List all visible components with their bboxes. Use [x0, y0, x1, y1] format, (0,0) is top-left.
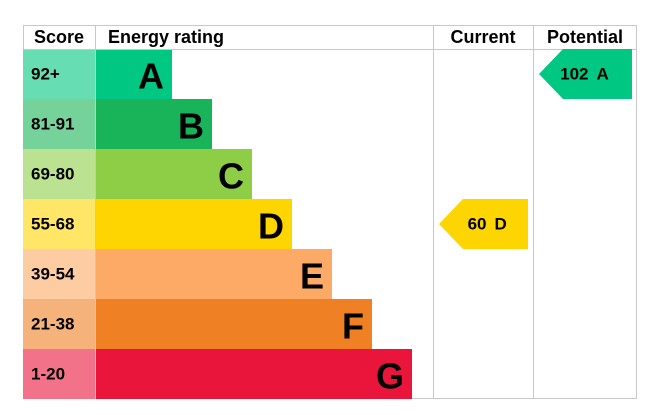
band-letter: C — [218, 156, 244, 197]
potential-arrow — [539, 49, 632, 99]
band-letter: A — [138, 56, 164, 97]
band-bar — [95, 349, 412, 399]
band-bar — [95, 149, 252, 199]
header: Potential — [547, 27, 623, 47]
score-label: 39-54 — [31, 265, 75, 284]
score-cell — [23, 149, 95, 199]
band-bar — [95, 49, 172, 99]
score-cell — [23, 49, 95, 99]
score-label: 21-38 — [31, 315, 74, 334]
band-bar — [95, 249, 332, 299]
band-bar — [95, 99, 212, 149]
current-rating: D — [495, 215, 507, 234]
header: Current — [450, 27, 515, 47]
band-letter: B — [178, 106, 204, 147]
score-label: 92+ — [31, 65, 60, 84]
score-cell — [23, 299, 95, 349]
band-bar — [95, 299, 372, 349]
score-label: 81-91 — [31, 115, 74, 134]
current-arrow — [439, 199, 528, 249]
score-cell — [23, 249, 95, 299]
potential-value: 102 — [560, 65, 588, 84]
header: Score — [34, 27, 84, 47]
current-value: 60 — [468, 215, 487, 234]
score-cell — [23, 199, 95, 249]
score-label: 1-20 — [31, 365, 65, 384]
score-label: 69-80 — [31, 165, 74, 184]
score-cell — [23, 99, 95, 149]
header: Energy rating — [108, 27, 224, 47]
score-cell — [23, 349, 95, 399]
potential-rating: A — [597, 65, 609, 84]
score-label: 55-68 — [31, 215, 74, 234]
band-bar — [95, 199, 292, 249]
band-letter: F — [342, 306, 364, 347]
band-letter: G — [376, 356, 404, 397]
band-letter: D — [258, 206, 284, 247]
band-letter: E — [300, 256, 324, 297]
